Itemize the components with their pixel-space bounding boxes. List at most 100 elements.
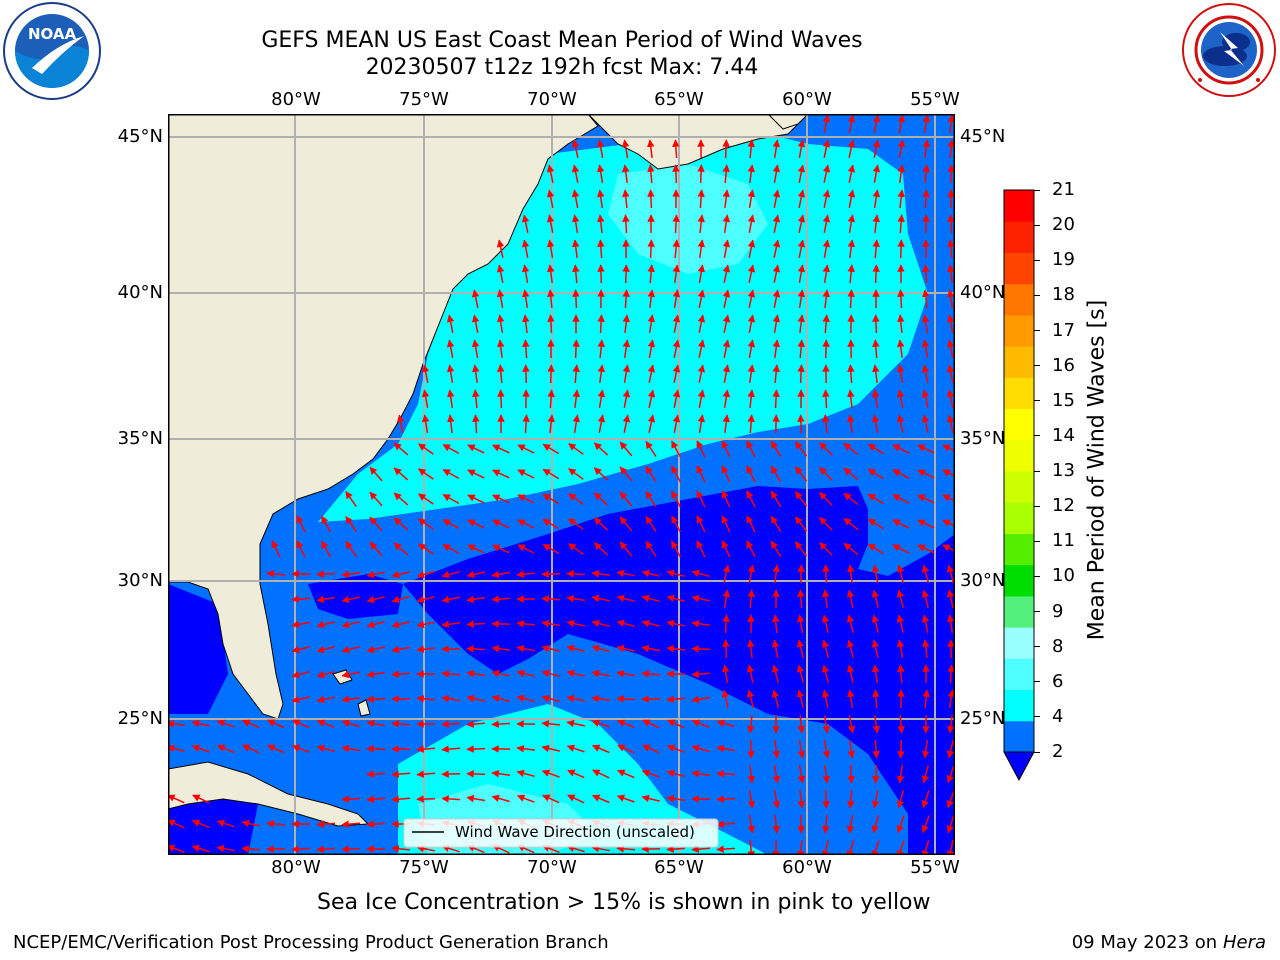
wind-wave-arrow [320,515,332,533]
wind-wave-arrow [770,465,782,483]
host-name: Hera [1222,932,1266,953]
wind-wave-arrow [770,540,782,558]
wind-wave-arrow [191,744,210,753]
wind-wave-arrow [847,364,855,384]
wind-wave-arrow [591,844,610,853]
wind-wave-arrow [822,264,831,284]
wind-wave-arrow [316,719,335,728]
wind-wave-arrow [797,189,806,208]
wind-wave-arrow [593,467,609,481]
wind-wave-arrow [442,493,460,505]
wind-wave-arrow [772,189,781,208]
wind-wave-arrow [441,745,461,753]
wind-wave-arrow [641,594,660,603]
wind-wave-arrow [846,815,855,834]
wind-wave-arrow [797,139,806,159]
wind-wave-arrow [716,820,736,828]
wind-wave-arrow [517,469,535,479]
wind-wave-arrow [597,339,605,359]
wind-wave-arrow [541,644,560,653]
wind-wave-arrow [922,139,931,159]
wind-wave-arrow [872,239,880,259]
wind-wave-arrow [645,540,657,557]
wind-wave-arrow [747,189,756,209]
wind-wave-arrow [522,364,530,384]
wind-wave-arrow [722,339,731,358]
wind-wave-arrow [542,468,560,480]
wind-wave-arrow [796,614,805,634]
lat-label-left-30n: 30°N [117,570,163,591]
wind-wave-arrow [666,594,685,603]
wind-wave-arrow [746,664,755,683]
wind-wave-arrow [566,694,585,703]
wind-wave-arrow [471,364,480,384]
wind-wave-arrow [591,719,610,728]
wind-wave-arrow [316,595,336,604]
wind-wave-arrow [516,669,535,678]
wind-wave-arrow [872,214,880,233]
wind-wave-arrow [521,214,530,233]
wind-wave-arrow [843,492,859,506]
wind-wave-arrow [542,794,560,804]
wind-wave-arrow [192,819,210,829]
wind-wave-arrow [296,540,306,558]
wind-wave-arrow [794,516,808,532]
wind-wave-arrow [696,515,706,533]
wind-wave-arrow [771,639,780,658]
wind-wave-arrow [393,542,409,556]
wind-wave-arrow [466,745,486,753]
wind-wave-arrow [441,770,461,778]
wind-wave-arrow [846,689,855,709]
wind-wave-arrow [797,589,805,609]
wind-wave-arrow [721,440,731,458]
wind-wave-arrow [819,542,833,556]
colorbar-tick-label: 8 [1052,635,1064,657]
wind-wave-arrow [691,569,710,578]
wind-wave-arrow [217,744,235,754]
lon-label-bottom-80w: 80°W [271,857,321,878]
wind-wave-arrow [192,794,210,804]
wind-wave-arrow [216,719,235,728]
wind-wave-arrow [872,339,880,359]
colorbar-segment [1004,564,1034,597]
wind-wave-arrow [491,669,510,678]
wind-wave-arrow [691,795,711,803]
wind-wave-arrow [492,469,510,479]
wind-wave-arrow [616,594,635,603]
wind-wave-arrow [797,739,806,759]
wind-wave-arrow [947,214,955,234]
wind-wave-arrow [441,670,461,678]
wind-wave-arrow [722,614,730,634]
wind-wave-arrow [241,845,261,853]
wind-wave-arrow [896,764,905,784]
wind-wave-arrow [366,670,386,679]
wind-wave-arrow [647,239,655,259]
wind-wave-arrow [671,515,681,533]
lon-label-top-65w: 65°W [654,89,704,110]
wind-wave-arrow [647,289,655,308]
wind-wave-arrow [797,314,805,333]
wind-wave-arrow [572,264,580,284]
wind-wave-arrow [946,364,955,383]
wind-wave-arrow [897,214,905,234]
wind-wave-arrow [672,239,680,259]
noaa-logo: NOAA [2,2,102,100]
wind-wave-arrow [393,442,409,456]
wind-wave-arrow [568,443,584,455]
wind-wave-arrow [622,364,631,384]
wind-wave-arrow [417,493,434,505]
lat-label-right-40n: 40°N [960,282,1006,303]
colorbar-tick-label: 19 [1052,249,1075,271]
wind-wave-arrow [696,440,706,458]
wind-wave-arrow [596,164,605,184]
wind-wave-arrow [772,164,781,184]
wind-wave-arrow [292,719,310,729]
wind-wave-arrow [797,564,805,584]
wind-wave-arrow [917,444,935,454]
wind-wave-arrow [697,339,706,358]
wind-wave-arrow [867,493,885,505]
wind-wave-arrow [621,164,630,184]
wind-wave-arrow [416,645,435,653]
wind-wave-arrow [922,639,930,658]
wind-wave-arrow [597,239,605,259]
